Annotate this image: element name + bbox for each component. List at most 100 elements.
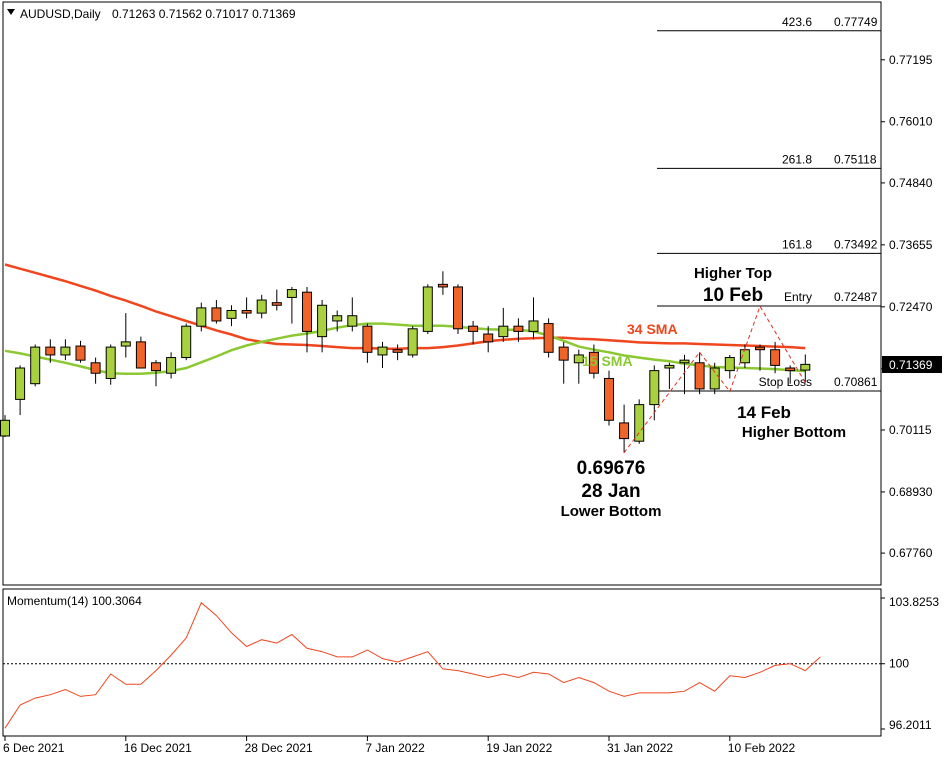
x-tick-label: 31 Jan 2022 xyxy=(607,741,673,755)
candle-bull xyxy=(15,367,26,400)
candle-bear xyxy=(211,307,222,322)
price-tick-label: 0.67760 xyxy=(889,546,933,560)
price-tick-label: 0.70115 xyxy=(889,423,932,437)
candle-bear xyxy=(543,323,554,353)
fib-price-label: 0.75118 xyxy=(834,152,877,166)
candle-bull xyxy=(30,346,41,385)
sma15-label: 15 SMA xyxy=(582,353,633,369)
momentum-tick-label: 96.2011 xyxy=(889,718,932,732)
ohlc-values: 0.71263 0.71562 0.71017 0.71369 xyxy=(112,7,296,21)
candle-bull xyxy=(286,289,297,298)
higher-top-label: Higher Top xyxy=(694,265,772,282)
candle-bull xyxy=(498,325,509,338)
candle-bull xyxy=(196,307,207,327)
higher-top-date: 10 Feb xyxy=(703,285,763,306)
candle-bear xyxy=(785,367,796,372)
candle-bull xyxy=(739,349,750,364)
price-tick-label: 0.68930 xyxy=(889,485,933,499)
candle-bear xyxy=(694,362,705,390)
candle-bear xyxy=(271,302,282,306)
candles xyxy=(0,271,811,453)
candle-bull xyxy=(317,304,328,338)
fib-price-label: 0.70861 xyxy=(834,375,878,389)
axes: 0.771950.760100.748400.736550.724700.712… xyxy=(3,53,939,755)
higher-bottom-label: Higher Bottom xyxy=(742,424,846,441)
candle-bear xyxy=(483,333,494,343)
momentum-panel-frame xyxy=(2,588,882,737)
candle-bear xyxy=(392,349,403,353)
moving-averages xyxy=(4,263,806,376)
candle-bear xyxy=(755,346,765,351)
x-tick-label: 19 Jan 2022 xyxy=(486,741,552,755)
sma34-line xyxy=(4,263,806,350)
candle-bull xyxy=(634,404,645,442)
candle-bear xyxy=(302,291,312,332)
triangle-down-icon[interactable] xyxy=(7,9,15,15)
current-price-marker xyxy=(882,356,942,373)
current-price-value: 0.71369 xyxy=(889,358,933,372)
candle-bull xyxy=(226,309,237,319)
x-tick-label: 28 Dec 2021 xyxy=(245,741,313,755)
zigzag-line xyxy=(623,305,806,454)
candle-bull xyxy=(0,419,10,437)
candle-bear xyxy=(151,362,161,372)
candle-bull xyxy=(181,325,192,359)
fibonacci-levels: 423.6 0.77749 261.8 0.75118 161.8 0.73492 Entr… xyxy=(657,15,881,392)
candle-bull xyxy=(256,299,267,314)
fib-ratio-label: Stop Loss xyxy=(759,375,812,389)
fib-price-label: 0.72487 xyxy=(834,290,878,304)
candle-bull xyxy=(347,315,358,327)
fib-ratio-label: 261.8 xyxy=(782,152,812,166)
candle-bear xyxy=(241,309,252,314)
low-price-label: 0.69676 xyxy=(577,458,646,479)
momentum-series xyxy=(3,601,881,729)
candle-bull xyxy=(724,357,735,372)
fib-ratio-label: 423.6 xyxy=(782,15,812,29)
candle-bear xyxy=(604,377,614,421)
candle-bull xyxy=(664,364,675,369)
momentum-line xyxy=(4,601,821,729)
momentum-tick-label: 103.8253 xyxy=(889,595,939,609)
candle-bear xyxy=(588,351,599,374)
candle-bull xyxy=(60,346,71,356)
candle-bear xyxy=(453,286,463,330)
sma15-line xyxy=(4,322,806,376)
price-tick-label: 0.76010 xyxy=(889,115,933,129)
x-tick-label: 7 Jan 2022 xyxy=(365,741,425,755)
candle-bear xyxy=(90,362,101,374)
fib-price-label: 0.77749 xyxy=(834,15,878,29)
candle-bull xyxy=(528,320,539,332)
candle-bull xyxy=(422,286,433,332)
fib-price-label: 0.73492 xyxy=(834,237,878,251)
candle-bear xyxy=(437,283,448,288)
candle-bull xyxy=(407,328,418,356)
price-panel-frame xyxy=(2,1,882,586)
x-tick-label: 6 Dec 2021 xyxy=(3,741,65,755)
candle-bull xyxy=(709,367,720,390)
candle-bear xyxy=(558,346,569,361)
zigzag-pattern xyxy=(623,305,806,454)
x-tick-label: 10 Feb 2022 xyxy=(728,741,796,755)
momentum-title: Momentum(14) 100.3064 xyxy=(7,594,142,608)
candle-bear xyxy=(513,325,524,332)
feb14-date: 14 Feb xyxy=(737,403,791,422)
candle-bull xyxy=(105,346,116,379)
candle-bull xyxy=(800,363,811,371)
fib-ratio-label: 161.8 xyxy=(782,237,812,251)
symbol-timeframe: AUDUSD,Daily xyxy=(20,7,101,21)
price-tick-label: 0.73655 xyxy=(889,238,933,252)
candle-bear xyxy=(619,422,630,440)
candle-bear xyxy=(468,325,479,332)
candle-bull xyxy=(649,370,660,406)
candle-bull xyxy=(573,354,584,364)
candle-bull xyxy=(679,359,690,364)
price-tick-label: 0.74840 xyxy=(889,176,933,190)
candle-bull xyxy=(120,341,131,347)
candle-bull xyxy=(166,357,177,374)
lower-bottom-label: Lower Bottom xyxy=(561,503,662,520)
x-tick-label: 16 Dec 2021 xyxy=(124,741,192,755)
momentum-tick-label: 100 xyxy=(889,657,909,671)
price-tick-label: 0.72470 xyxy=(889,300,933,314)
